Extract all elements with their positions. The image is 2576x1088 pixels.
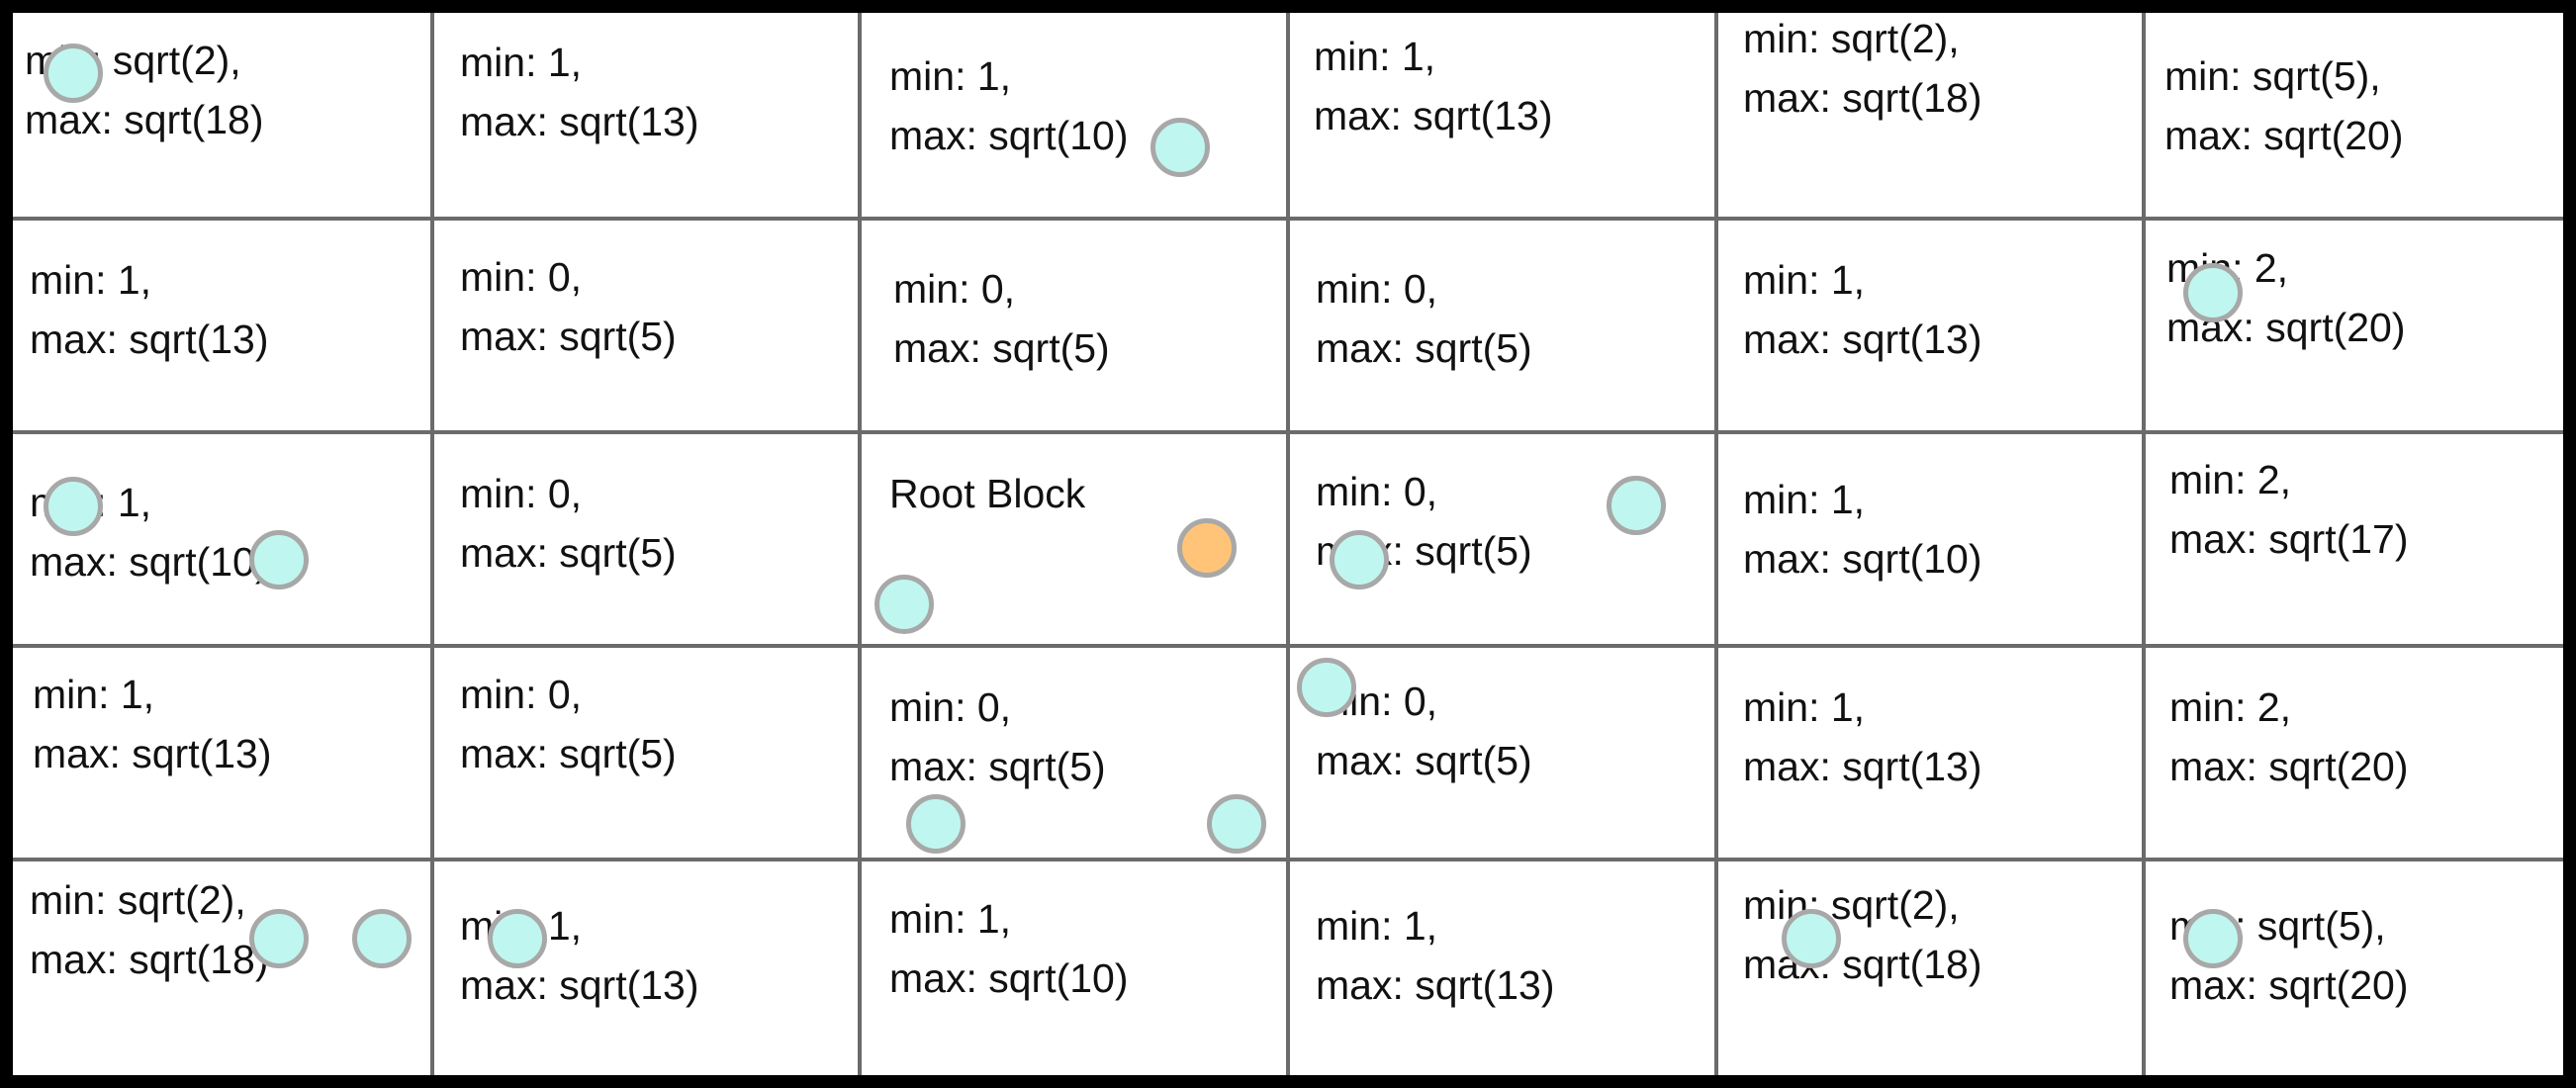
cell-label: min: 0, max: sqrt(5) (1316, 469, 1532, 574)
cell-label: min: 1,max: sqrt(13) (30, 257, 269, 362)
agent-dot (1782, 909, 1841, 968)
cell-label: min: 1,max: sqrt(10) (889, 896, 1129, 1001)
cell-label: min: 0, max: sqrt(5) (1316, 679, 1532, 783)
agent-dot (2183, 909, 2243, 968)
grid-line-vertical (430, 13, 434, 1075)
cell-label: min: sqrt(5), max: sqrt(20) (2164, 53, 2404, 158)
cell-label: min: sqrt(2), max: sqrt(18) (30, 877, 269, 982)
agent-dot (1297, 658, 1356, 717)
agent-dot (1207, 794, 1266, 854)
cell-label: min: 0, max: sqrt(5) (460, 254, 677, 359)
cell-label: min: 1,max: sqrt(13) (460, 40, 699, 144)
cell-label: min: 2,max: sqrt(20) (2169, 684, 2409, 789)
root-block-label: Root Block (889, 471, 1086, 516)
cell-label: min: 0, max: sqrt(5) (893, 266, 1110, 371)
cell-label: min: 1,max: sqrt(10) (1743, 477, 1982, 582)
agent-dot (1330, 530, 1389, 589)
grid-line-horizontal (13, 644, 2563, 648)
grid-line-vertical (1714, 13, 1718, 1075)
cell-label: min: 0, max: sqrt(5) (460, 471, 677, 576)
agent-dot (352, 909, 412, 968)
agent-dot (488, 909, 547, 968)
agent-dot (44, 44, 103, 103)
cell-label: min: 1,max: sqrt(13) (1743, 257, 1982, 362)
cell-label: min: 0, max: sqrt(5) (889, 684, 1106, 789)
cell-label: min: 1,max: sqrt(13) (1743, 684, 1982, 789)
agent-dot (906, 794, 966, 854)
cell-label: min: 1,max: sqrt(13) (1316, 903, 1555, 1008)
root-marker-dot (1177, 518, 1237, 578)
agent-dot (249, 530, 309, 589)
cell-label: min: 1,max: sqrt(10) (889, 53, 1129, 158)
grid-line-vertical (858, 13, 862, 1075)
agent-dot (1150, 118, 1210, 177)
grid-line-vertical (1286, 13, 1290, 1075)
cell-label: min: 0, max: sqrt(5) (460, 672, 677, 776)
cell-label: min: 0, max: sqrt(5) (1316, 266, 1532, 371)
agent-dot (249, 909, 309, 968)
grid-line-horizontal (13, 217, 2563, 221)
grid-line-horizontal (13, 430, 2563, 434)
cell-label: min: 2, max: sqrt(17) (2169, 457, 2409, 562)
agent-dot (44, 477, 103, 536)
cell-label: min: 1,max: sqrt(13) (1314, 34, 1553, 138)
agent-dot (874, 575, 934, 634)
grid-line-vertical (2142, 13, 2146, 1075)
cell-label: min: 1,max: sqrt(13) (33, 672, 272, 776)
grid-line-horizontal (13, 858, 2563, 861)
cell-label: min: sqrt(2), max: sqrt(18) (1743, 16, 1982, 121)
cell-label: min: sqrt(2), max: sqrt(18) (1743, 882, 1982, 987)
agent-dot (2183, 263, 2243, 322)
agent-dot (1607, 476, 1666, 535)
